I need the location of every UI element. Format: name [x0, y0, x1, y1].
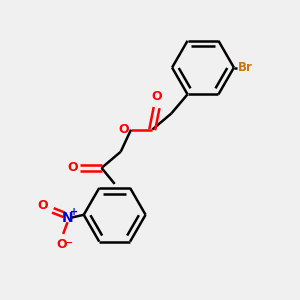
Text: O: O — [118, 123, 129, 136]
Text: Br: Br — [238, 61, 252, 74]
Text: +: + — [70, 207, 78, 218]
Text: O: O — [68, 161, 78, 174]
Text: O: O — [151, 90, 162, 103]
Text: O: O — [38, 200, 48, 212]
Text: O: O — [56, 238, 67, 251]
Text: −: − — [64, 238, 74, 248]
Text: N: N — [62, 211, 74, 225]
